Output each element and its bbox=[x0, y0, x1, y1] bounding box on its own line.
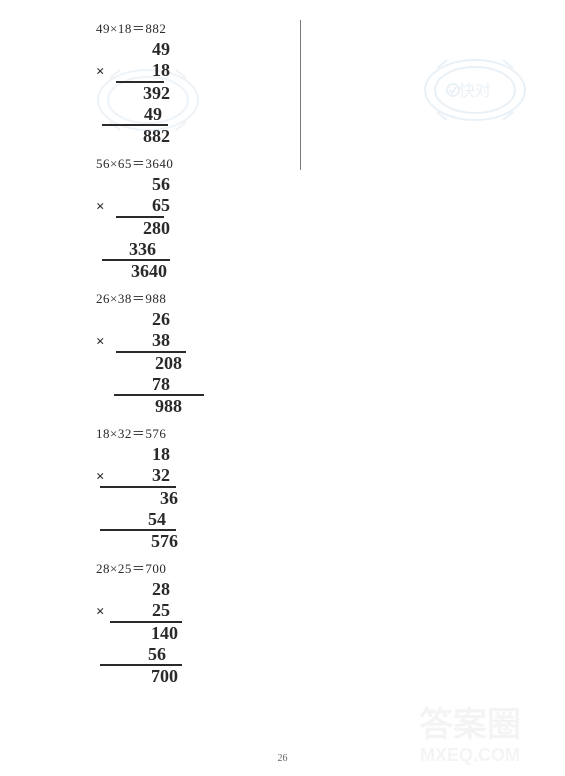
multiplier: 25 bbox=[110, 600, 170, 621]
partial-product: 336 bbox=[96, 239, 156, 260]
multiplication-problem: 26×38＝988 26×3820878988 bbox=[96, 288, 276, 417]
column-work: 49×1839249882 bbox=[96, 39, 276, 147]
partial-product: 140 bbox=[118, 623, 178, 644]
partial-product: 49 bbox=[102, 104, 162, 125]
problems-column: 49×18＝88249×183924988256×65＝364056×65280… bbox=[96, 18, 276, 693]
product-result: 700 bbox=[118, 666, 178, 687]
page-root: 快对 49×18＝88249×183924988256×65＝364056×65… bbox=[0, 0, 565, 776]
problem-prompt: 49×18＝882 bbox=[96, 18, 276, 37]
partial-product: 56 bbox=[106, 644, 166, 665]
multiplier: 65 bbox=[110, 195, 170, 216]
multiplier: 18 bbox=[110, 60, 170, 81]
multiply-sign: × bbox=[96, 604, 110, 621]
product-result: 882 bbox=[110, 126, 170, 147]
multiplicand: 18 bbox=[110, 444, 170, 465]
product-result: 3640 bbox=[107, 261, 167, 282]
multiplication-problem: 49×18＝88249×1839249882 bbox=[96, 18, 276, 147]
multiplication-problem: 56×65＝3640 56×652803363640 bbox=[96, 153, 276, 282]
product-result: 988 bbox=[122, 396, 182, 417]
multiplication-problem: 18×32＝576 18×323654576 bbox=[96, 423, 276, 552]
column-work: 26×3820878988 bbox=[96, 309, 276, 417]
multiply-sign: × bbox=[96, 334, 110, 351]
partial-product: 78 bbox=[110, 374, 170, 395]
multiplication-problem: 28×25＝700 28×2514056700 bbox=[96, 558, 276, 687]
page-number: 26 bbox=[0, 753, 565, 764]
product-result: 576 bbox=[118, 531, 178, 552]
problem-prompt: 28×25＝700 bbox=[96, 558, 276, 577]
partial-product: 392 bbox=[110, 83, 170, 104]
multiplicand: 28 bbox=[110, 579, 170, 600]
multiplier: 38 bbox=[110, 330, 170, 351]
multiplicand: 49 bbox=[110, 39, 170, 60]
multiply-sign: × bbox=[96, 469, 110, 486]
problem-prompt: 56×65＝3640 bbox=[96, 153, 276, 172]
multiplier: 32 bbox=[110, 465, 170, 486]
stamp-watermark-right: 快对 bbox=[415, 50, 535, 130]
multiplicand: 26 bbox=[110, 309, 170, 330]
vertical-divider bbox=[300, 20, 301, 170]
partial-product: 208 bbox=[122, 353, 182, 374]
column-work: 28×2514056700 bbox=[96, 579, 276, 687]
problem-prompt: 26×38＝988 bbox=[96, 288, 276, 307]
svg-text:答案圈: 答案圈 bbox=[419, 706, 521, 744]
multiplicand: 56 bbox=[110, 174, 170, 195]
partial-product: 36 bbox=[118, 488, 178, 509]
column-work: 18×323654576 bbox=[96, 444, 276, 552]
multiply-sign: × bbox=[96, 199, 110, 216]
multiply-sign: × bbox=[96, 64, 110, 81]
partial-product: 280 bbox=[110, 218, 170, 239]
svg-text:快对: 快对 bbox=[459, 82, 491, 100]
column-work: 56×652803363640 bbox=[96, 174, 276, 282]
problem-prompt: 18×32＝576 bbox=[96, 423, 276, 442]
partial-product: 54 bbox=[106, 509, 166, 530]
